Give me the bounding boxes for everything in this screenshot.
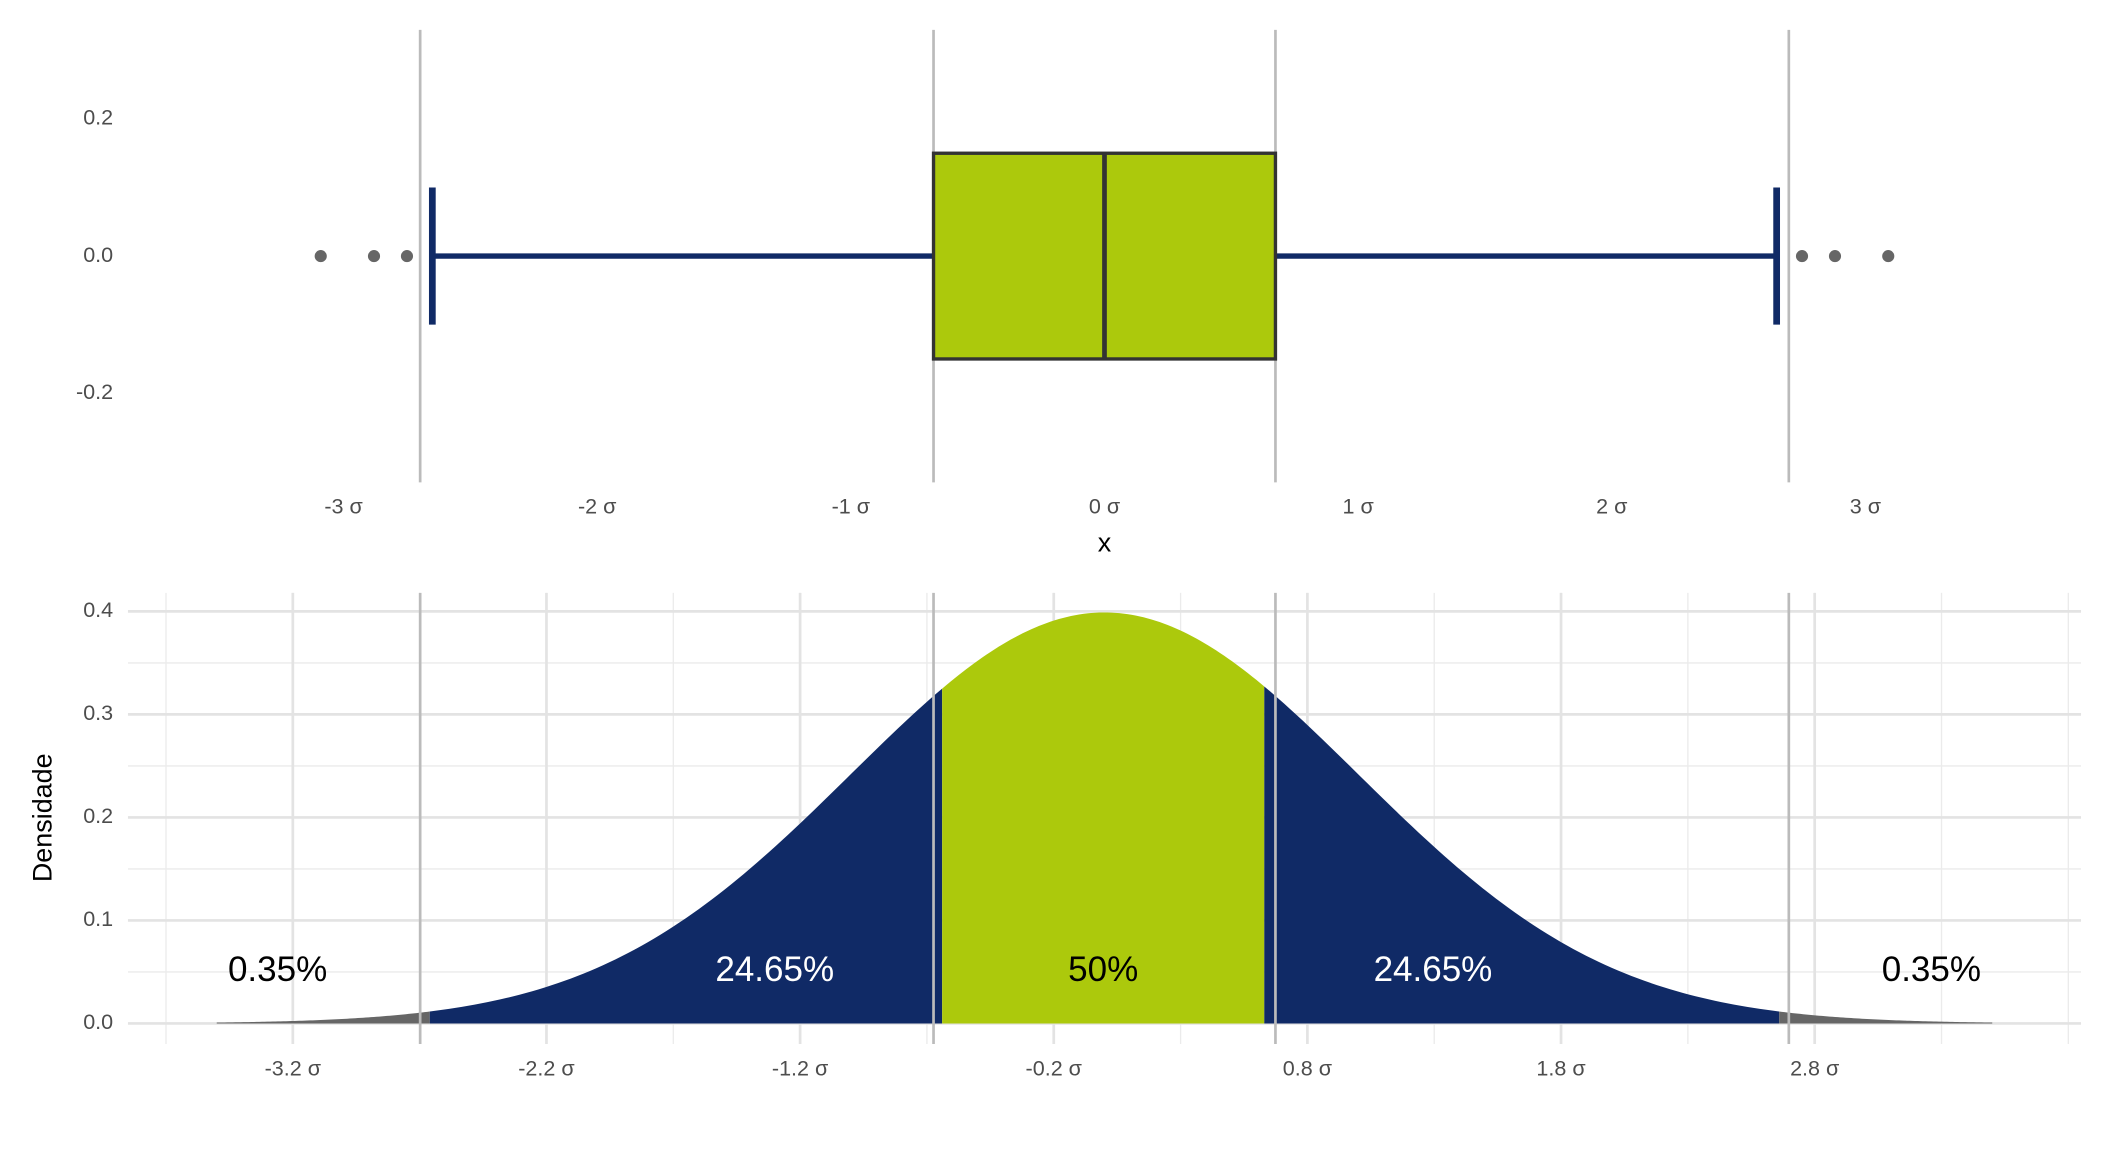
outlier [314, 250, 327, 263]
density-band [1264, 686, 1780, 1024]
y-tick-label: 0.3 [83, 700, 113, 725]
band-label: 0.35% [1882, 950, 1981, 989]
y-tick-label: 0.2 [83, 105, 113, 130]
density-band [1779, 1011, 1993, 1024]
y-tick-label: -0.2 [76, 379, 113, 404]
outlier [367, 250, 381, 263]
x-tick-label: 0.8 σ [1283, 1055, 1332, 1080]
x-tick-label: -1.2 σ [772, 1055, 828, 1080]
y-tick-label: 0.2 [83, 803, 113, 828]
y-tick-label: 0.1 [83, 906, 113, 931]
outlier [1882, 250, 1895, 263]
x-tick-label: 2 σ [1596, 494, 1627, 519]
outlier [400, 250, 414, 263]
x-tick-label: -3 σ [324, 494, 362, 519]
band-label: 24.65% [1374, 950, 1493, 989]
x-tick-label: 3 σ [1850, 494, 1881, 519]
x-axis-title: x [1098, 527, 1112, 557]
band-label: 50% [1068, 950, 1138, 989]
y-tick-label: 0.0 [83, 1009, 113, 1034]
x-tick-label: -1 σ [832, 494, 870, 519]
x-tick-label: 0 σ [1089, 494, 1120, 519]
x-tick-label: 1 σ [1342, 494, 1373, 519]
y-tick-label: 0.0 [83, 242, 113, 267]
x-tick-label: -2 σ [578, 494, 616, 519]
x-tick-label: 2.8 σ [1790, 1055, 1839, 1080]
x-tick-label: -2.2 σ [518, 1055, 574, 1080]
x-tick-label: -0.2 σ [1026, 1055, 1082, 1080]
y-tick-label: 0.4 [83, 597, 113, 622]
band-label: 0.35% [228, 950, 327, 989]
outlier [1795, 250, 1809, 263]
band-label: 24.65% [715, 950, 834, 989]
x-tick-label: 1.8 σ [1536, 1055, 1585, 1080]
y-axis-title: Densidade [28, 753, 58, 882]
outlier [1828, 250, 1842, 263]
density-band [429, 688, 943, 1024]
x-tick-label: -3.2 σ [265, 1055, 321, 1080]
density-band [216, 1011, 430, 1024]
density-band [942, 612, 1265, 1024]
